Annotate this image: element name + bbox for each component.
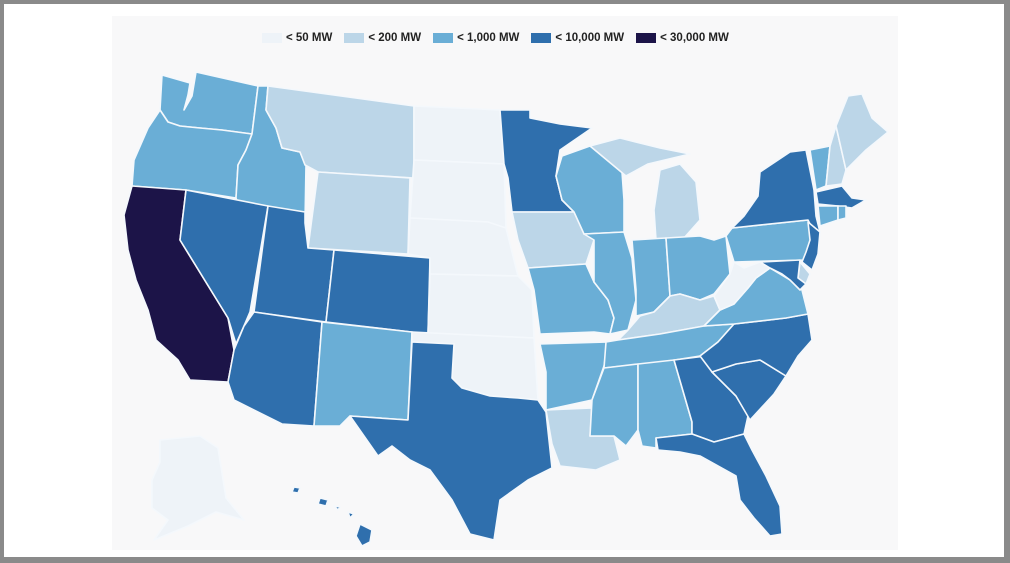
state-nm[interactable] — [313, 321, 413, 427]
state-ny[interactable] — [731, 149, 821, 233]
legend-swatch — [433, 33, 454, 43]
legend-item-lt1000: < 1,000 MW — [433, 32, 519, 44]
state-az[interactable] — [227, 311, 323, 427]
state-md[interactable] — [759, 259, 807, 291]
legend-item-lt50: < 50 MW — [262, 32, 332, 44]
legend: < 50 MW < 200 MW < 1,000 MW < 10,000 MW … — [262, 29, 741, 47]
state-fl[interactable] — [655, 433, 783, 537]
legend-item-lt30000: < 30,000 MW — [636, 32, 729, 44]
state-sd[interactable] — [409, 159, 507, 229]
state-ak[interactable] — [151, 435, 245, 541]
state-nd[interactable] — [413, 105, 505, 165]
legend-label: < 30,000 MW — [660, 32, 729, 44]
state-co[interactable] — [325, 249, 431, 335]
state-ma[interactable] — [815, 185, 867, 209]
legend-label: < 200 MW — [368, 32, 422, 44]
legend-label: < 50 MW — [286, 32, 333, 44]
state-me[interactable] — [835, 93, 889, 171]
state-nj[interactable] — [801, 221, 821, 271]
legend-item-lt10000: < 10,000 MW — [531, 32, 624, 44]
state-ct[interactable] — [817, 205, 839, 227]
legend-swatch — [636, 33, 657, 43]
state-ri[interactable] — [837, 205, 847, 221]
state-wy[interactable] — [307, 171, 411, 255]
state-tx[interactable] — [349, 341, 553, 541]
legend-swatch — [262, 33, 282, 43]
legend-swatch — [531, 33, 552, 43]
legend-swatch — [344, 33, 365, 43]
legend-label: < 1,000 MW — [457, 32, 520, 44]
legend-label: < 10,000 MW — [555, 32, 625, 44]
state-hi[interactable] — [291, 486, 373, 547]
state-il[interactable] — [583, 231, 637, 335]
state-mi[interactable] — [589, 137, 701, 241]
legend-item-lt200: < 200 MW — [344, 32, 421, 44]
state-nh[interactable] — [825, 125, 847, 187]
state-ks[interactable] — [427, 273, 535, 339]
